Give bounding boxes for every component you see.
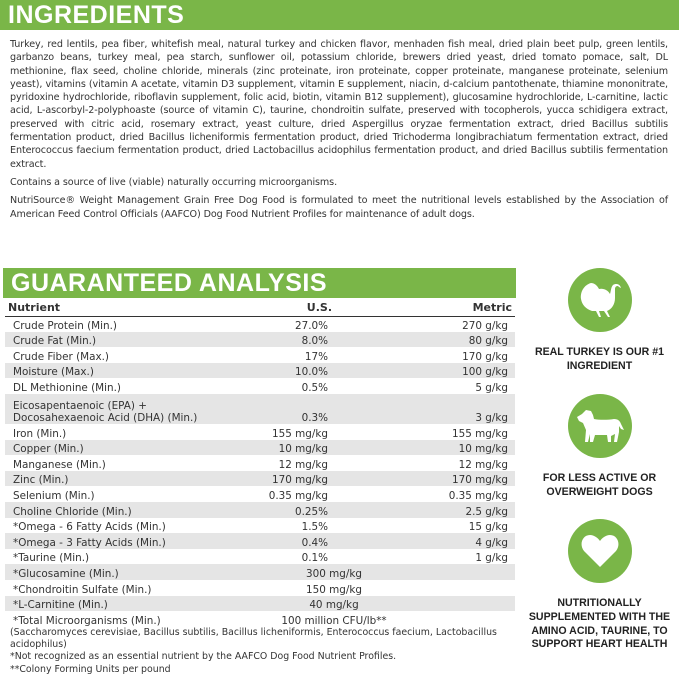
nutrient-name: Moisture (Max.): [5, 362, 215, 379]
nutrient-name: *Omega - 6 Fatty Acids (Min.): [13, 521, 166, 534]
feature-text: NUTRITIONALLY SUPPLEMENTED WITH THE AMIN…: [528, 597, 671, 651]
nutrient-value: 300 mg/kg: [215, 564, 515, 580]
table-row: *Chondroitin Sulfate (Min.) 150 mg/kg: [5, 580, 515, 596]
us-value: 1.5%: [301, 521, 328, 534]
table-row: Manganese (Min.) 12 mg/kg 12 mg/kg: [5, 455, 515, 471]
analysis-footnotes: (Saccharomyces cerevisiae, Bacillus subt…: [10, 627, 520, 676]
probiotic-note: Contains a source of live (viable) natur…: [10, 176, 338, 188]
dog-icon: [567, 394, 632, 458]
ingredients-header: INGREDIENTS: [0, 0, 679, 30]
feature-text: REAL TURKEY IS OUR #1 INGREDIENT: [534, 346, 665, 372]
table-header-row: Nutrient U.S. Metric: [5, 300, 515, 317]
metric-value: 0.35 mg/kg: [448, 489, 508, 502]
nutrient-name: Zinc (Min.): [5, 470, 215, 487]
table-row: DL Methionine (Min.) 0.5% 5 g/kg: [5, 378, 515, 394]
footnote-not-essential: *Not recognized as an essential nutrient…: [10, 651, 397, 663]
nutrient-name: Selenium (Min.): [13, 489, 95, 502]
metric-value: 4 g/kg: [335, 533, 515, 549]
nutrient-name: DL Methionine (Min.): [13, 381, 121, 394]
nutrient-name: *Total Microorganisms (Min.): [13, 614, 161, 627]
table-row: Choline Chloride (Min.) 0.25% 2.5 g/kg: [5, 501, 515, 518]
metric-value: 5 g/kg: [475, 381, 508, 394]
nutrient-value: 150 mg/kg: [306, 583, 362, 596]
nutrient-name: *Taurine (Min.): [13, 552, 90, 565]
us-value: 10 mg/kg: [215, 439, 335, 456]
table-row: Crude Protein (Min.) 27.0% 270 g/kg: [5, 316, 515, 332]
header-metric: Metric: [335, 300, 515, 317]
metric-value: 155 mg/kg: [452, 427, 508, 440]
nutrient-name: *Glucosamine (Min.): [5, 564, 215, 580]
table-row: *L-Carnitine (Min.) 40 mg/kg: [5, 595, 515, 612]
metric-value: 10 mg/kg: [335, 439, 515, 456]
nutrient-name: Eicosapentaenoic (EPA) + Docosahexaenoic…: [5, 393, 215, 424]
ingredients-section: Turkey, red lentils, pea fiber, whitefis…: [10, 38, 668, 226]
us-value: 0.25%: [215, 501, 335, 518]
guaranteed-analysis-table: Nutrient U.S. Metric Crude Protein (Min.…: [5, 300, 515, 627]
microorganism-list: (Saccharomyces cerevisiae, Bacillus subt…: [10, 627, 497, 651]
us-value: 0.35 mg/kg: [268, 489, 328, 502]
us-value: 0.3%: [215, 393, 335, 424]
metric-value: 15 g/kg: [468, 521, 508, 534]
table-row: Crude Fiber (Max.) 17% 170 g/kg: [5, 347, 515, 363]
nutrient-name: *L-Carnitine (Min.): [5, 595, 215, 612]
us-value: 27.0%: [294, 319, 328, 332]
table-row: Zinc (Min.) 170 mg/kg 170 mg/kg: [5, 470, 515, 487]
us-value: 0.4%: [215, 533, 335, 549]
nutrient-name: Choline Chloride (Min.): [5, 501, 215, 518]
guaranteed-analysis-header: GUARANTEED ANALYSIS: [3, 268, 516, 298]
feature-text: FOR LESS ACTIVE OR OVERWEIGHT DOGS: [542, 472, 657, 498]
metric-value: 1 g/kg: [475, 552, 508, 565]
table-row: Copper (Min.) 10 mg/kg 10 mg/kg: [5, 439, 515, 456]
us-value: 155 mg/kg: [272, 427, 328, 440]
us-value: 12 mg/kg: [278, 458, 328, 471]
header-nutrient: Nutrient: [5, 300, 215, 317]
table-row: *Taurine (Min.) 0.1% 1 g/kg: [5, 549, 515, 565]
metric-value: 2.5 g/kg: [335, 501, 515, 518]
heart-icon: [567, 519, 632, 583]
ingredients-list: Turkey, red lentils, pea fiber, whitefis…: [10, 39, 668, 170]
metric-value: 12 mg/kg: [458, 458, 508, 471]
table-row: *Omega - 3 Fatty Acids (Min.) 0.4% 4 g/kg: [5, 533, 515, 549]
nutrient-name: Crude Fat (Min.): [5, 331, 215, 348]
table-row: *Total Microorganisms (Min.) 100 million …: [5, 611, 515, 627]
metric-value: 270 g/kg: [462, 319, 508, 332]
nutrient-name: Copper (Min.): [5, 439, 215, 456]
nutrient-name: Iron (Min.): [13, 427, 67, 440]
aafco-statement: NutriSource® Weight Management Grain Fre…: [10, 195, 668, 220]
us-value: 0.1%: [301, 552, 328, 565]
table-row: Eicosapentaenoic (EPA) + Docosahexaenoic…: [5, 393, 515, 424]
metric-value: 80 g/kg: [335, 331, 515, 348]
nutrient-value: 40 mg/kg: [215, 595, 515, 612]
turkey-icon: [567, 268, 632, 332]
metric-value: 170 g/kg: [462, 350, 508, 363]
feature-real-turkey: REAL TURKEY IS OUR #1 INGREDIENT: [522, 268, 677, 374]
us-value: 0.5%: [301, 381, 328, 394]
table-row: *Omega - 6 Fatty Acids (Min.) 1.5% 15 g/kg: [5, 518, 515, 534]
feature-heart-health: NUTRITIONALLY SUPPLEMENTED WITH THE AMIN…: [522, 519, 677, 652]
table-row: Crude Fat (Min.) 8.0% 80 g/kg: [5, 331, 515, 348]
nutrient-name: Crude Fiber (Max.): [13, 350, 109, 363]
table-row: Moisture (Max.) 10.0% 100 g/kg: [5, 362, 515, 379]
metric-value: 170 mg/kg: [335, 470, 515, 487]
nutrient-name: *Omega - 3 Fatty Acids (Min.): [5, 533, 215, 549]
feature-weight-management: FOR LESS ACTIVE OR OVERWEIGHT DOGS: [522, 394, 677, 500]
header-us: U.S.: [215, 300, 335, 317]
nutrient-name: Manganese (Min.): [13, 458, 106, 471]
table-row: Selenium (Min.) 0.35 mg/kg 0.35 mg/kg: [5, 486, 515, 502]
nutrient-value: 100 million CFU/lb**: [281, 614, 387, 627]
footnote-cfu: **Colony Forming Units per pound: [10, 663, 171, 675]
us-value: 10.0%: [215, 362, 335, 379]
table-row: *Glucosamine (Min.) 300 mg/kg: [5, 564, 515, 580]
metric-value: 100 g/kg: [335, 362, 515, 379]
table-row: Iron (Min.) 155 mg/kg 155 mg/kg: [5, 424, 515, 440]
nutrient-name: *Chondroitin Sulfate (Min.): [13, 583, 152, 596]
us-value: 17%: [304, 350, 328, 363]
metric-value: 3 g/kg: [335, 393, 515, 424]
nutrient-name: Crude Protein (Min.): [13, 319, 117, 332]
us-value: 8.0%: [215, 331, 335, 348]
us-value: 170 mg/kg: [215, 470, 335, 487]
